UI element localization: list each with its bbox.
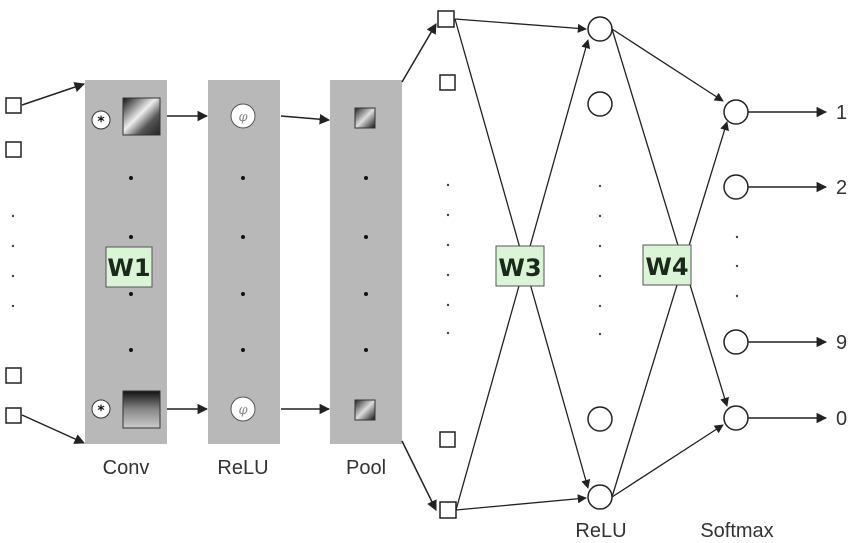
ellipsis-dot: [241, 235, 245, 239]
flatten-node: [437, 10, 455, 28]
pool-column: [330, 80, 402, 444]
hidden-relu-nodes: [587, 16, 613, 510]
softmax-nodes: [723, 99, 749, 431]
relu-column: φ φ: [208, 80, 280, 444]
output-node-2: [723, 174, 749, 200]
activation-node-top: [230, 103, 256, 129]
ellipsis-dot: [364, 348, 368, 352]
conv-operator-top-label: *: [97, 114, 105, 130]
w3-label: W3: [498, 254, 541, 282]
softmax-caption: Softmax: [700, 520, 773, 542]
w3-weight-box: [495, 245, 545, 287]
ellipsis-dot: [735, 235, 739, 239]
pool-to-flatten-arrow: [401, 440, 437, 511]
ellipsis-dot: [446, 331, 450, 335]
flatten-node: [439, 74, 456, 91]
pooled-feature-top: [354, 107, 376, 129]
ellipsis-dot: [735, 264, 739, 268]
ellipsis-dot: [598, 244, 602, 248]
ellipsis-dot: [241, 348, 245, 352]
ellipsis-dot: [446, 183, 450, 187]
ellipsis-dot: [11, 214, 15, 218]
ellipsis-dot: [241, 292, 245, 296]
pool-column-background: [330, 80, 402, 444]
ellipsis-dot: [129, 235, 133, 239]
input-node: [5, 367, 22, 384]
ellipsis-dot: [11, 304, 15, 308]
ellipsis-dot: [598, 274, 602, 278]
output-label-2: 2: [836, 177, 847, 199]
output-node-9: [723, 329, 749, 355]
input-node: [5, 407, 22, 424]
w1-label: W1: [107, 254, 150, 282]
ellipsis-dot: [735, 294, 739, 298]
activation-symbol-bottom: φ: [238, 403, 248, 418]
conv-operator-top: [91, 110, 111, 130]
conv-caption: Conv: [103, 457, 150, 479]
ellipsis-dot: [129, 292, 133, 296]
ellipsis-dot: [364, 176, 368, 180]
activation-symbol-top: φ: [238, 110, 248, 125]
output-label-9: 9: [836, 332, 847, 354]
input-arrow: [21, 82, 85, 106]
flatten-node: [439, 501, 457, 519]
output-node-1: [723, 99, 749, 125]
ellipsis-dot: [446, 213, 450, 217]
input-nodes: [5, 97, 22, 424]
connection-line: [611, 121, 729, 498]
connection-line: [455, 494, 587, 511]
ellipsis-dot: [598, 184, 602, 188]
input-arrow: [21, 414, 85, 444]
relu-caption: ReLU: [217, 457, 268, 479]
hidden-node: [587, 16, 613, 42]
connection-line: [611, 424, 724, 498]
hidden-node: [587, 406, 613, 432]
ellipsis-dot: [241, 176, 245, 180]
output-label-0: 0: [836, 408, 847, 430]
w4-weight-box: [642, 244, 692, 286]
output-node-0: [723, 405, 749, 431]
connection-line: [611, 28, 729, 407]
pool-caption: Pool: [346, 457, 386, 479]
relu-column-background: [208, 80, 280, 444]
hidden-relu-caption: ReLU: [575, 520, 626, 542]
pool-to-flatten-arrow: [401, 23, 437, 83]
activation-node-bottom: [230, 396, 256, 422]
hidden-node: [587, 91, 613, 117]
output-label-1: 1: [836, 102, 847, 124]
connection-line: [611, 28, 724, 102]
flatten-node: [439, 431, 456, 448]
connection-line: [454, 18, 587, 33]
ellipsis-dot: [446, 243, 450, 247]
ellipsis-dot: [598, 214, 602, 218]
relu-to-pool-arrow: [280, 113, 331, 125]
ellipsis-dot: [364, 292, 368, 296]
conv-operator-bottom: [91, 399, 111, 419]
ellipsis-dot: [598, 332, 602, 336]
fc-connections-w4: [611, 28, 729, 498]
w4-label: W4: [645, 253, 688, 281]
input-node: [5, 97, 22, 114]
ellipsis-dot: [11, 244, 15, 248]
input-node: [5, 141, 22, 158]
ellipsis-dot: [11, 274, 15, 278]
conv-operator-bottom-label: *: [97, 403, 105, 419]
conv-kernel-top: [122, 97, 161, 136]
ellipsis-dot: [129, 348, 133, 352]
w1-weight-box: [105, 246, 153, 288]
conv-column: * *: [85, 80, 167, 444]
hidden-node: [587, 484, 613, 510]
ellipsis-dot: [364, 235, 368, 239]
flatten-nodes: [437, 10, 457, 519]
ellipsis-dot: [598, 304, 602, 308]
ellipsis-dot: [446, 273, 450, 277]
ellipsis-dot: [446, 303, 450, 307]
conv-kernel-bottom: [122, 390, 161, 429]
ellipsis-dot: [129, 176, 133, 180]
pooled-feature-bottom: [354, 399, 376, 421]
